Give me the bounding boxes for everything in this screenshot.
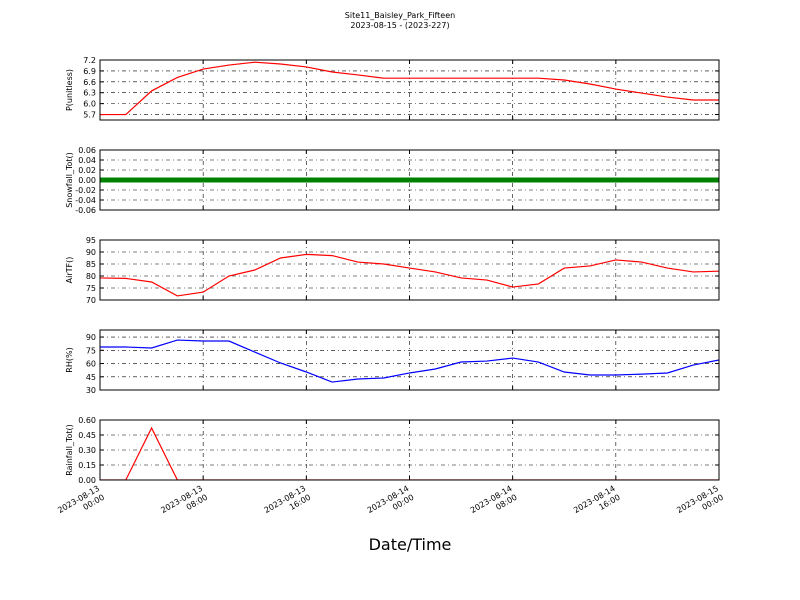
y-tick-label: 75	[86, 284, 96, 293]
y-axis-label: Rainfall_Tot()	[65, 424, 74, 476]
y-tick-label: 45	[86, 373, 96, 382]
y-tick-label: 7.2	[83, 56, 96, 65]
y-tick-label: 30	[86, 386, 96, 395]
chart-subtitle: 2023-08-15 - (2023-227)	[350, 21, 449, 30]
y-tick-label: 0.00	[78, 176, 96, 185]
plot-area	[100, 253, 719, 297]
y-tick-label: 0.60	[78, 416, 96, 425]
y-axis-label: RH(%)	[65, 347, 74, 372]
plot-area	[100, 339, 719, 383]
x-tick-label: 2023-08-15 00:00	[675, 484, 725, 524]
x-tick-label: 2023-08-14 00:00	[366, 484, 416, 524]
y-tick-label: -0.02	[75, 186, 96, 195]
y-tick-label: 6.3	[83, 89, 96, 98]
y-axis-label: AirTF()	[65, 257, 74, 284]
y-tick-label: 0.45	[78, 431, 96, 440]
data-line	[100, 339, 719, 383]
y-tick-label: 0.06	[78, 146, 96, 155]
x-tick-label: 2023-08-14 08:00	[469, 484, 519, 524]
y-tick-label: 70	[86, 296, 96, 305]
y-tick-label: 90	[86, 248, 96, 257]
plot-area	[100, 61, 719, 116]
data-line	[100, 253, 719, 297]
y-tick-label: 75	[86, 346, 96, 355]
y-tick-label: 95	[86, 236, 96, 245]
y-tick-label: -0.04	[75, 196, 96, 205]
y-tick-label: 90	[86, 333, 96, 342]
marker-band	[100, 177, 719, 183]
x-tick-label: 2023-08-14 16:00	[572, 484, 622, 524]
y-tick-label: 0.15	[78, 461, 96, 470]
y-tick-label: 0.00	[78, 476, 96, 485]
x-tick-label: 2023-08-13 00:00	[56, 484, 106, 524]
y-tick-label: -0.06	[75, 206, 96, 215]
y-tick-label: 85	[86, 260, 96, 269]
y-tick-label: 6.6	[83, 78, 96, 87]
y-axis-label: Snowfall_Tot()	[65, 152, 74, 208]
axes-frame	[99, 59, 720, 121]
x-tick-label: 2023-08-13 16:00	[263, 484, 313, 524]
x-axis-label: Date/Time	[369, 535, 452, 554]
y-tick-label: 0.02	[78, 166, 96, 175]
chart-title: Site11_Baisley_Park_Fifteen	[345, 11, 455, 20]
y-tick-label: 6.9	[83, 67, 96, 76]
y-axis-label: P(unitless)	[65, 69, 74, 111]
axes-frame	[99, 419, 720, 481]
y-tick-label: 0.30	[78, 446, 96, 455]
y-tick-label: 5.7	[83, 111, 96, 120]
axes-frame	[99, 239, 720, 301]
y-tick-label: 0.04	[78, 156, 96, 165]
x-tick-label: 2023-08-13 08:00	[159, 484, 209, 524]
y-tick-label: 6.0	[83, 100, 96, 109]
y-tick-label: 80	[86, 272, 96, 281]
plot-area	[100, 177, 719, 183]
y-tick-label: 60	[86, 360, 96, 369]
data-line	[100, 61, 719, 116]
axes-frame	[99, 329, 720, 391]
axes-frame	[99, 149, 720, 211]
